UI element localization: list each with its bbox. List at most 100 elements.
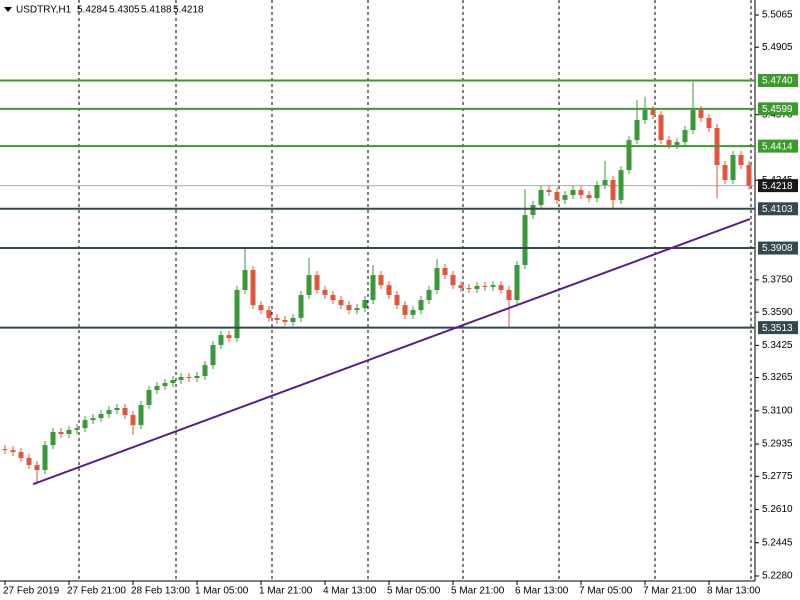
y-tick-label: 5.4905 [762,42,793,53]
x-tick-label: 27 Feb 21:00 [67,586,126,597]
candle-body [458,285,464,288]
candle-body [322,289,328,295]
x-tick-label: 7 Mar 05:00 [579,586,633,597]
menu-icon[interactable] [4,7,12,12]
candle-body [730,154,736,180]
candle-body [74,428,80,430]
y-tick-label: 5.3425 [762,340,793,351]
candle-body [626,140,632,171]
candle-body [66,429,72,434]
candle-body [138,404,144,426]
header-low: 5.4188 [141,5,172,16]
candle-body [42,445,48,471]
x-tick-label: 1 Mar 05:00 [195,586,249,597]
x-tick-label: 5 Mar 05:00 [387,586,441,597]
level-label: 5.4740 [762,76,793,87]
y-tick-label: 5.2775 [762,471,793,482]
x-tick-label: 7 Mar 21:00 [643,586,697,597]
candle-body [522,215,528,265]
candle-body [690,110,696,131]
candle-body [538,190,544,205]
level-label-box [758,202,798,216]
candle-body [306,275,312,295]
candle-body [210,344,216,366]
level-label: 5.4414 [762,141,793,152]
candle-body [186,376,192,378]
candle-body [586,195,592,199]
candle-body [410,310,416,315]
candle-body [746,165,752,186]
candle-body [530,204,536,216]
candle-body [594,185,600,199]
candle-body [706,117,712,129]
candle-body [450,275,456,286]
level-label-box [758,321,798,335]
candle-body [514,264,520,301]
candle-body [354,308,360,311]
candle-body [202,365,208,376]
level-label: 5.4103 [762,204,793,215]
candle-body [554,192,560,200]
candle-body [386,285,392,295]
candle-body [562,195,568,200]
candle-body [50,431,56,446]
candle-body [738,154,744,166]
candle-body [602,179,608,186]
x-tick-label: 5 Mar 21:00 [451,586,505,597]
candle-body [370,275,376,301]
candle-body [482,285,488,287]
level-label-box [758,139,798,153]
candle-body [226,335,232,339]
candle-body [114,408,120,411]
level-label-box [758,102,798,116]
candle-body [122,408,128,416]
y-tick-label: 5.3590 [762,307,793,318]
candle-body [130,415,136,426]
y-tick-label: 5.5065 [762,10,793,21]
candle-body [362,300,368,309]
candle-body [34,465,40,471]
level-label: 5.3513 [762,323,793,334]
last-price-label: 5.4218 [762,181,793,192]
y-tick-label: 5.2445 [762,537,793,548]
x-tick-label: 6 Mar 13:00 [515,586,569,597]
last-price-box [758,179,798,193]
candle-body [170,380,176,384]
y-tick-label: 5.3265 [762,372,793,383]
candle-body [666,140,672,145]
candle-body [98,414,104,419]
candle-body [682,130,688,143]
candle-body [426,289,432,301]
candle-body [266,310,272,318]
header-close: 5.4218 [173,5,204,16]
trend-line [32,218,751,486]
x-tick-label: 8 Mar 13:00 [707,586,761,597]
y-tick-label: 5.2280 [762,571,793,582]
level-label: 5.4599 [762,104,793,115]
candle-body [10,450,16,453]
x-tick-label: 4 Mar 13:00 [323,586,377,597]
candle-body [658,114,664,141]
candle-body [634,119,640,141]
y-tick-label: 5.2935 [762,439,793,450]
candle-body [578,190,584,196]
candle-body [234,289,240,339]
candle-body [402,305,408,315]
candle-body [58,431,64,434]
candle-body [570,190,576,196]
candle-body [474,285,480,289]
candle-body [106,410,112,415]
level-label-box [758,241,798,255]
candle-body [498,285,504,290]
x-tick-label: 28 Feb 13:00 [131,586,190,597]
x-tick-label: 27 Feb 2019 [3,586,60,597]
candle-body [154,386,160,391]
candle-body [298,294,304,318]
candle-body [18,452,24,458]
candle-body [642,110,648,120]
candle-body [258,305,264,311]
candle-body [82,420,88,429]
candle-body [90,418,96,421]
symbol: USDTRY,H1 [16,5,72,16]
candle-body [674,142,680,145]
